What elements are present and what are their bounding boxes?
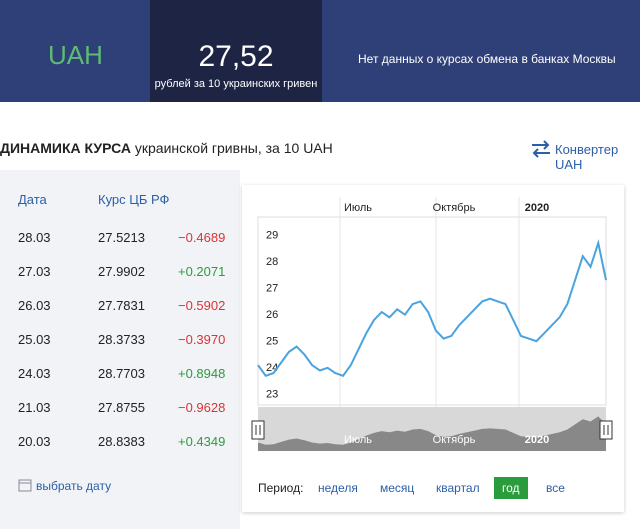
date: 20.03 (18, 434, 51, 449)
change: −0.9628 (178, 400, 226, 415)
change: −0.5902 (178, 298, 226, 313)
date: 24.03 (18, 366, 51, 381)
rate: 27.5213 (98, 230, 145, 245)
handle-grip (255, 425, 261, 435)
rate: 27.8755 (98, 400, 145, 415)
period-option[interactable]: месяц (380, 481, 415, 495)
period-label: Период: (258, 481, 304, 495)
navigator-area (258, 416, 606, 451)
chart-card: Июль Октябрь 2020 23 24 25 26 27 28 29 Июль Октябрь… (242, 185, 624, 512)
rate: 28.8383 (98, 434, 145, 449)
date: 26.03 (18, 298, 51, 313)
period-option[interactable]: все (546, 481, 565, 495)
currency: UAH (48, 40, 103, 70)
handle[interactable] (599, 420, 613, 440)
handle[interactable] (251, 420, 265, 440)
y-tick-label: 29 (266, 229, 278, 241)
col-header: Дата (18, 192, 47, 207)
change: +0.2071 (178, 264, 226, 279)
y-tick-label: 28 (266, 256, 278, 268)
period-option[interactable]: год (494, 477, 528, 499)
x-tick-label: Октябрь (433, 202, 476, 214)
col-header: Курс ЦБ РФ (98, 192, 170, 207)
navigator-label: Октябрь (433, 434, 476, 446)
date: 27.03 (18, 264, 51, 279)
y-tick-label: 25 (266, 336, 278, 348)
date: 25.03 (18, 332, 51, 347)
title-rest: украинской гривны, за 10 UAH (134, 140, 333, 156)
bank-note: Нет данных о курсах обмена в банках Моск… (358, 52, 616, 66)
x-tick-label: Июль (344, 202, 372, 214)
period-option[interactable]: квартал (436, 481, 480, 495)
rate-note: рублей за 10 украинских гривен (154, 78, 318, 90)
date: 21.03 (18, 400, 51, 415)
y-tick-label: 26 (266, 309, 278, 321)
pick-date[interactable]: выбрать дату (36, 479, 112, 493)
navigator-label: Июль (344, 434, 372, 446)
rate-line (257, 239, 607, 377)
rate: 27.7831 (98, 298, 145, 313)
rate-box: 27,52 рублей за 10 украинских гривен (150, 0, 322, 102)
calendar-icon (18, 479, 32, 492)
navigator-label: 2020 (525, 434, 549, 446)
rate: 28.7703 (98, 366, 145, 381)
y-tick-label: 27 (266, 282, 278, 294)
rate: 27,52 (198, 40, 274, 73)
y-tick-label: 23 (266, 389, 278, 401)
plot-bg (257, 216, 607, 406)
section-title: ДИНАМИКА КУРСА украинской гривны, за 10 … (0, 140, 333, 156)
rate: 28.3733 (98, 332, 145, 347)
rate-table: Дата Курс ЦБ РФ 28.03 27.5213 −0.4689 27.03… (0, 170, 240, 529)
x-tick-label: 2020 (525, 202, 549, 214)
handle-grip (603, 425, 609, 435)
title-bold: ДИНАМИКА КУРСА (0, 140, 131, 156)
change: +0.8948 (178, 366, 226, 381)
date: 28.03 (18, 230, 51, 245)
convert-icon (532, 140, 550, 158)
converter-link[interactable]: Конвертер UAH (555, 142, 619, 172)
period-option[interactable]: неделя (318, 481, 358, 495)
change: −0.3970 (178, 332, 226, 347)
rate: 27.9902 (98, 264, 145, 279)
change: −0.4689 (178, 230, 226, 245)
change: +0.4349 (178, 434, 226, 449)
